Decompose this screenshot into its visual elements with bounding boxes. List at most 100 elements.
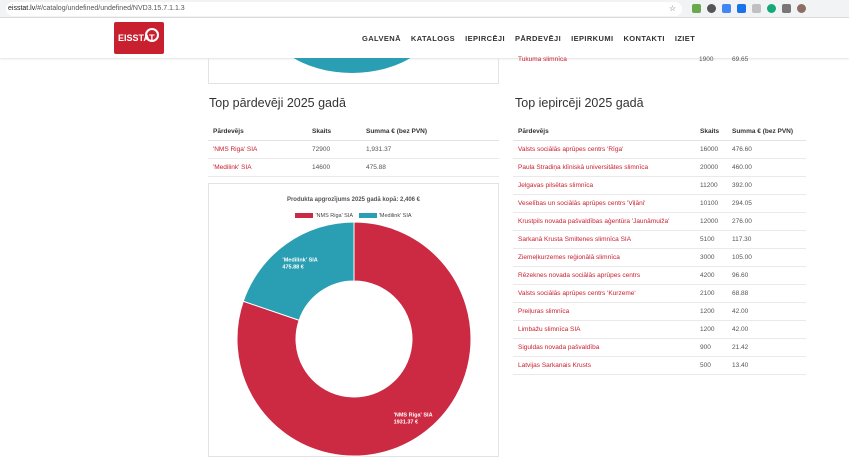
sellers-title: Top pārdevēji 2025 gadā bbox=[209, 96, 346, 110]
buyer-sum: 21.42 bbox=[727, 338, 806, 357]
table-row: Valsts sociālās aprūpes centrs 'Rīga' 160… bbox=[513, 140, 806, 159]
buyer-count: 500 bbox=[695, 356, 727, 375]
buyer-name[interactable]: Jelgavas pilsētas slimnīca bbox=[513, 176, 695, 195]
legend-label-1: 'Medilink' SIA bbox=[378, 213, 412, 219]
buyer-count: 2100 bbox=[695, 284, 727, 303]
table-row: Krustpils novada pašvaldības aģentūra 'J… bbox=[513, 212, 806, 231]
buyer-name[interactable]: Krustpils novada pašvaldības aģentūra 'J… bbox=[513, 212, 695, 231]
buyers-table: Pārdevējs Skaits Summa € (bez PVN) Valst… bbox=[513, 124, 806, 375]
seller-count: 14600 bbox=[307, 158, 361, 177]
buyer-count: 1200 bbox=[695, 320, 727, 339]
table-row: Rēzeknes novada sociālās aprūpes centrs 4… bbox=[513, 266, 806, 285]
buyer-sum: 294.05 bbox=[727, 194, 806, 213]
donut-slice-1[interactable] bbox=[242, 221, 355, 321]
buyer-name[interactable]: Preiļuras slimnīca bbox=[513, 302, 695, 321]
site-logo[interactable]: EISSTAT bbox=[114, 22, 164, 54]
seller-sum: 1,931.37 bbox=[361, 140, 499, 159]
extension-badge-icon[interactable] bbox=[722, 4, 731, 13]
previous-chart-box bbox=[208, 58, 499, 84]
nav-katalogs[interactable]: KATALOGS bbox=[410, 34, 456, 43]
extension-icon[interactable] bbox=[692, 4, 701, 13]
chart-title: Produkta apgrozījums 2025 gadā kopā: 2,4… bbox=[286, 197, 421, 203]
col-sum: Summa € (bez PVN) bbox=[361, 124, 499, 141]
buyer-count: 4200 bbox=[695, 266, 727, 285]
nav-iepirceji[interactable]: IEPIRCĒJI bbox=[465, 34, 505, 43]
buyer-name[interactable]: Limbažu slimnīca SIA bbox=[513, 320, 695, 339]
nav-iepirkumi[interactable]: IEPIRKUMI bbox=[571, 34, 614, 43]
buyer-count: 20000 bbox=[695, 158, 727, 177]
browser-toolbar: eisstat.lv/#/catalog/undefined/undefined… bbox=[0, 0, 849, 18]
buyer-count: 3000 bbox=[695, 248, 727, 267]
donut-slice-0[interactable] bbox=[236, 221, 472, 457]
bookmark-star-icon[interactable]: ☆ bbox=[668, 3, 676, 13]
extensions-puzzle-icon[interactable] bbox=[782, 4, 791, 13]
nav-iziet[interactable]: IZIET bbox=[674, 34, 696, 43]
extension-icon-2[interactable] bbox=[752, 4, 761, 13]
col-buyer: Pārdevējs bbox=[513, 124, 695, 141]
row-sum: 69.65 bbox=[732, 56, 749, 63]
main-menu: GALVENĀ KATALOGS IEPIRCĒJI PĀRDEVĒJI IEP… bbox=[362, 34, 695, 43]
buyer-sum: 276.00 bbox=[727, 212, 806, 231]
url-host: eisstat.lv bbox=[8, 4, 36, 12]
row-name[interactable]: Tukuma slimnīca bbox=[518, 56, 567, 63]
buyer-count: 1200 bbox=[695, 302, 727, 321]
buyer-name[interactable]: Paula Stradiņa klīniskā universitātes sl… bbox=[513, 158, 695, 177]
grammarly-icon[interactable] bbox=[767, 4, 776, 13]
buyer-name[interactable]: Sarkanā Krusta Smiltenes slimnīca SIA bbox=[513, 230, 695, 249]
buyer-sum: 117.30 bbox=[727, 230, 806, 249]
table-row: Paula Stradiņa klīniskā universitātes sl… bbox=[513, 158, 806, 177]
url-path: /#/catalog/undefined/undefined/NVD3.15.7… bbox=[35, 4, 185, 12]
buyer-name[interactable]: Latvijas Sarkanais Krusts bbox=[513, 356, 695, 375]
translate-icon[interactable] bbox=[737, 4, 746, 13]
buyer-sum: 392.00 bbox=[727, 176, 806, 195]
col-count: Skaits bbox=[307, 124, 361, 141]
buyer-name[interactable]: Valsts sociālās aprūpes centrs 'Kurzeme' bbox=[513, 284, 695, 303]
nav-pardeveji[interactable]: PĀRDEVĒJI bbox=[514, 34, 562, 43]
col-sum: Summa € (bez PVN) bbox=[727, 124, 806, 141]
table-row: Veselības un sociālās aprūpes centrs 'Vi… bbox=[513, 194, 806, 213]
previous-table-row: Tukuma slimnīca 1900 69.65 bbox=[513, 54, 806, 65]
site-header: EISSTAT GALVENĀ KATALOGS IEPIRCĒJI PĀRDE… bbox=[0, 18, 849, 58]
seller-sum: 475.88 bbox=[361, 158, 499, 177]
seller-count: 72900 bbox=[307, 140, 361, 159]
seller-name[interactable]: 'NMS Riga' SIA bbox=[208, 140, 307, 159]
table-row: Limbažu slimnīca SIA 1200 42.00 bbox=[513, 320, 806, 339]
buyers-header-row: Pārdevējs Skaits Summa € (bez PVN) bbox=[513, 124, 806, 141]
buyer-count: 10100 bbox=[695, 194, 727, 213]
buyers-title: Top iepircēji 2025 gadā bbox=[515, 96, 644, 110]
seller-name[interactable]: 'Medilink' SIA bbox=[208, 158, 307, 177]
chart-legend: 'NMS Riga' SIA 'Medilink' SIA bbox=[209, 213, 498, 219]
buyer-name[interactable]: Ziemeļkurzemes reģionālā slimnīca bbox=[513, 248, 695, 267]
table-row: 'Medilink' SIA 14600 475.88 bbox=[208, 158, 499, 177]
profile-avatar[interactable] bbox=[797, 4, 806, 13]
sellers-table: Pārdevējs Skaits Summa € (bez PVN) 'NMS … bbox=[208, 124, 499, 177]
table-row: Siguldas novada pašvaldība 900 21.42 bbox=[513, 338, 806, 357]
address-bar[interactable]: eisstat.lv/#/catalog/undefined/undefined… bbox=[6, 1, 682, 16]
logo-text: EISSTAT bbox=[118, 33, 155, 43]
timer-icon[interactable] bbox=[707, 4, 716, 13]
sellers-header-row: Pārdevējs Skaits Summa € (bez PVN) bbox=[208, 124, 499, 141]
nav-galvena[interactable]: GALVENĀ bbox=[362, 34, 401, 43]
buyer-count: 16000 bbox=[695, 140, 727, 159]
buyer-sum: 105.00 bbox=[727, 248, 806, 267]
legend-swatch-1[interactable] bbox=[358, 213, 377, 219]
buyer-count: 11200 bbox=[695, 176, 727, 195]
table-row: Jelgavas pilsētas slimnīca 11200 392.00 bbox=[513, 176, 806, 195]
magnifier-icon bbox=[145, 28, 159, 42]
buyer-name[interactable]: Siguldas novada pašvaldība bbox=[513, 338, 695, 357]
buyer-sum: 96.60 bbox=[727, 266, 806, 285]
buyer-sum: 460.00 bbox=[727, 158, 806, 177]
table-row: Ziemeļkurzemes reģionālā slimnīca 3000 105… bbox=[513, 248, 806, 267]
buyer-sum: 13.40 bbox=[727, 356, 806, 375]
nav-kontakti[interactable]: KONTAKTI bbox=[623, 34, 665, 43]
sales-chart-panel: Produkta apgrozījums 2025 gadā kopā: 2,4… bbox=[208, 183, 499, 457]
legend-swatch-0[interactable] bbox=[295, 213, 314, 219]
buyer-name[interactable]: Rēzeknes novada sociālās aprūpes centrs bbox=[513, 266, 695, 285]
buyer-count: 12000 bbox=[695, 212, 727, 231]
table-row: Latvijas Sarkanais Krusts 500 13.40 bbox=[513, 356, 806, 375]
table-row: Preiļuras slimnīca 1200 42.00 bbox=[513, 302, 806, 321]
legend-label-0: 'NMS Riga' SIA bbox=[315, 213, 353, 219]
buyer-name[interactable]: Veselības un sociālās aprūpes centrs 'Vi… bbox=[513, 194, 695, 213]
buyer-name[interactable]: Valsts sociālās aprūpes centrs 'Rīga' bbox=[513, 140, 695, 159]
